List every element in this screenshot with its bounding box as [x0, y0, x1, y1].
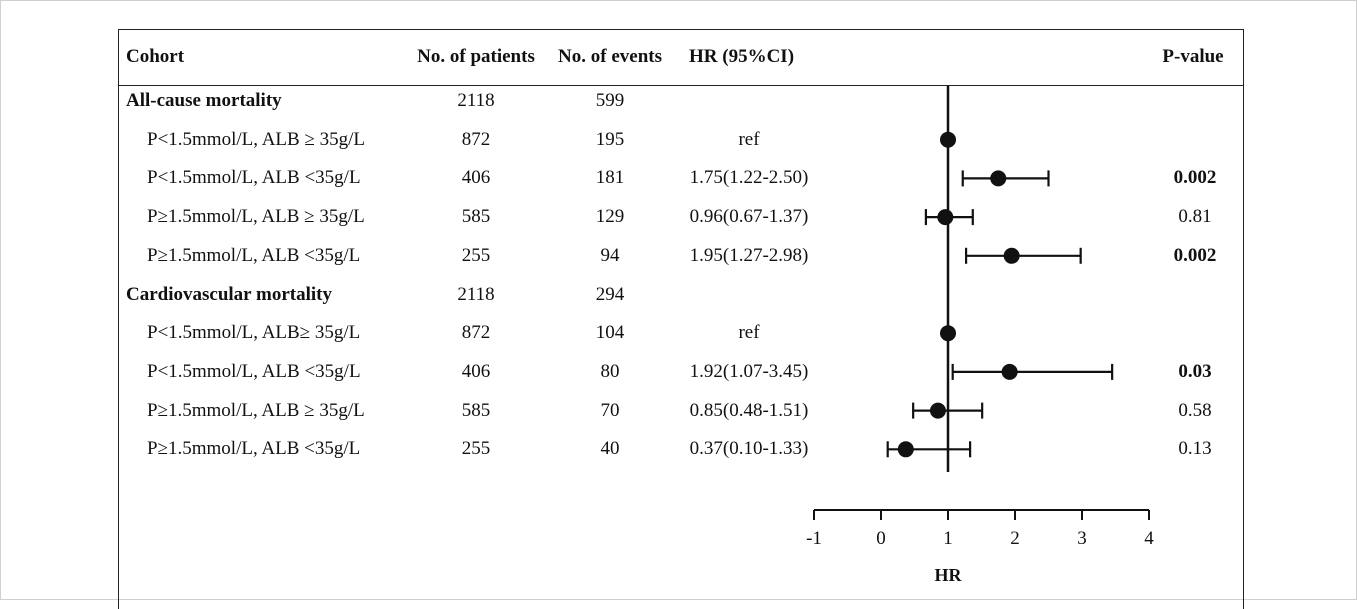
x-tick-label: 2 [1010, 528, 1020, 549]
hr-ci-cell: 1.92(1.07-3.45) [689, 360, 809, 382]
group-label: All-cause mortality [126, 90, 282, 111]
events-cell: 94 [600, 244, 620, 266]
x-axis-title: HR [935, 565, 963, 585]
hr-ci-cell: ref [738, 128, 760, 150]
patients-cell: 406 [461, 167, 491, 189]
x-tick-label: 1 [943, 528, 953, 549]
hr-ci-cell: 0.96(0.67-1.37) [689, 206, 809, 228]
header-hr: HR (95%CI) [689, 46, 795, 67]
x-tick-label: -1 [806, 528, 822, 549]
p-value-cell: 0.002 [1173, 167, 1217, 189]
row-label: P<1.5mmol/L, ALB ≥ 35g/L [147, 128, 366, 150]
header-events: No. of events [558, 46, 662, 67]
hr-ci-cell: 1.95(1.27-2.98) [689, 244, 809, 266]
patients-cell: 2118 [457, 283, 495, 305]
patients-cell: 872 [461, 322, 491, 344]
patients-cell: 255 [461, 438, 491, 460]
patients-cell: 585 [461, 206, 491, 228]
events-cell: 104 [595, 322, 625, 344]
hr-point [940, 325, 956, 342]
hr-point [929, 402, 946, 419]
header-patients: No. of patients [417, 46, 535, 67]
patients-cell: 255 [461, 244, 491, 266]
events-cell: 129 [595, 206, 625, 228]
header-pvalue: P-value [1162, 46, 1224, 67]
events-cell: 80 [600, 360, 620, 382]
row-label: P≥1.5mmol/L, ALB <35g/L [147, 438, 361, 460]
row-label: P<1.5mmol/L, ALB <35g/L [147, 167, 361, 189]
hr-point [940, 131, 956, 148]
events-cell: 70 [600, 399, 620, 421]
events-cell: 195 [595, 128, 625, 150]
header-cohort: Cohort [126, 46, 185, 67]
hr-point [897, 441, 914, 458]
events-cell: 181 [595, 167, 625, 189]
hr-point [1001, 363, 1018, 380]
patients-cell: 2118 [457, 90, 495, 111]
patients-cell: 406 [461, 360, 491, 382]
hr-point [990, 170, 1007, 187]
hr-ci-cell: 0.37(0.10-1.33) [689, 438, 809, 460]
hr-ci-cell: ref [738, 322, 760, 344]
x-tick-label: 4 [1144, 528, 1154, 549]
p-value-cell: 0.13 [1178, 438, 1212, 460]
row-label: P≥1.5mmol/L, ALB ≥ 35g/L [147, 399, 365, 421]
hr-point [937, 209, 954, 226]
row-label: P<1.5mmol/L, ALB <35g/L [147, 360, 361, 382]
group-label: Cardiovascular mortality [126, 283, 332, 305]
row-label: P≥1.5mmol/L, ALB <35g/L [147, 244, 361, 266]
x-tick-label: 3 [1077, 528, 1087, 549]
p-value-cell: 0.002 [1173, 244, 1217, 266]
events-cell: 599 [595, 90, 625, 111]
x-tick-label: 0 [876, 528, 886, 549]
patients-cell: 872 [461, 128, 491, 150]
row-label: P≥1.5mmol/L, ALB ≥ 35g/L [147, 206, 365, 228]
events-cell: 40 [600, 438, 620, 460]
patients-cell: 585 [461, 399, 491, 421]
hr-point [1003, 247, 1020, 264]
row-label: P<1.5mmol/L, ALB≥ 35g/L [147, 322, 361, 344]
header-divider [118, 85, 1244, 86]
p-value-cell: 0.58 [1178, 399, 1212, 421]
events-cell: 294 [595, 283, 625, 305]
forest-table-panel [118, 29, 1244, 609]
hr-ci-cell: 0.85(0.48-1.51) [689, 399, 809, 421]
hr-ci-cell: 1.75(1.22-2.50) [689, 167, 809, 189]
p-value-cell: 0.81 [1178, 206, 1212, 228]
p-value-cell: 0.03 [1178, 360, 1212, 382]
